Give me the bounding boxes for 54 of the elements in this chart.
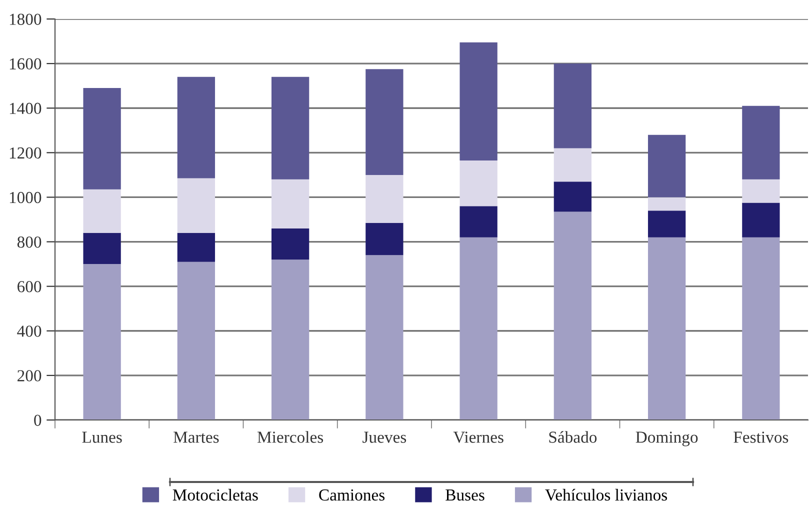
y-tick-label: 1200 (10, 147, 42, 159)
bar (177, 76, 216, 178)
bar (554, 212, 592, 420)
bar (83, 189, 121, 233)
bar (554, 64, 592, 148)
bar (83, 88, 121, 190)
bar (366, 222, 404, 256)
x-tick-label: Domingo (636, 432, 698, 446)
bar (271, 76, 310, 180)
bar (83, 232, 121, 264)
x-tick-label: Martes (174, 432, 219, 443)
bar (177, 232, 216, 262)
bar (366, 255, 404, 420)
bar (742, 179, 780, 203)
bar (271, 228, 310, 260)
x-tick-label: Jueves (362, 432, 406, 443)
bar (742, 202, 780, 238)
legend-label: Buses (446, 490, 484, 501)
x-tick-label: Festivos (734, 432, 788, 443)
x-tick-label: Viernes (453, 432, 504, 443)
y-tick-label: 1600 (10, 58, 42, 70)
y-tick-label: 1000 (10, 192, 42, 204)
y-tick-label: 0 (34, 414, 42, 426)
bar (177, 178, 216, 233)
bar (554, 182, 592, 212)
bar (83, 264, 121, 420)
y-tick-label: 600 (18, 281, 42, 292)
bar (271, 179, 310, 228)
y-tick-label: 1400 (10, 102, 42, 114)
bar (648, 237, 686, 420)
bar (460, 160, 498, 206)
legend-label: Vehículos livianos (545, 488, 668, 501)
bar (742, 237, 780, 420)
y-tick-label: 400 (17, 326, 42, 337)
y-tick-label: 1800 (10, 14, 42, 25)
bar (648, 134, 686, 198)
bar (177, 262, 216, 420)
x-tick-label: Miercoles (257, 431, 324, 443)
y-tick-label: 200 (18, 370, 42, 382)
legend-label: Motocicletas (172, 488, 258, 501)
bar (366, 174, 404, 223)
bar (554, 148, 592, 182)
bar (648, 210, 686, 238)
bar (648, 197, 686, 211)
legend-label: Camiones (319, 489, 385, 501)
bar (271, 260, 310, 420)
x-tick-label: Sábado (549, 431, 597, 443)
x-tick-label: Lunes (82, 432, 122, 443)
bar (460, 206, 498, 238)
bar (460, 42, 498, 160)
bar (366, 69, 404, 175)
bar (742, 106, 780, 180)
bar (460, 237, 498, 420)
y-tick-label: 800 (17, 236, 42, 248)
